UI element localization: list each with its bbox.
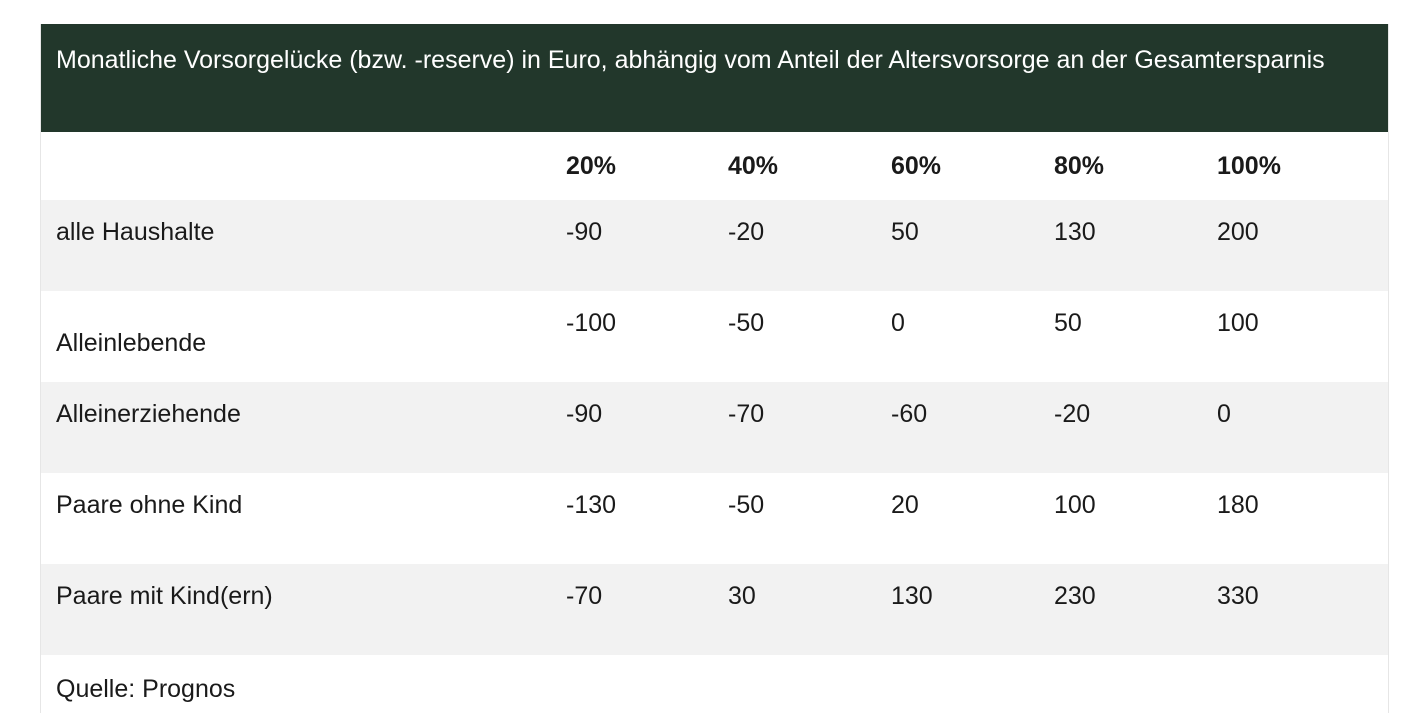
table-cell: -50: [728, 491, 765, 519]
table-row: alle Haushalte -90 -20 50 130 200: [41, 200, 1388, 291]
row-label: Paare mit Kind(ern): [56, 582, 273, 610]
table-cell: 230: [1054, 582, 1096, 610]
header-cell-40: 40%: [728, 152, 779, 180]
header-cell-20: 20%: [566, 152, 617, 180]
table-cell: -70: [566, 582, 603, 610]
table-row: Paare ohne Kind -130 -50 20 100 180: [41, 473, 1388, 564]
header-cell-100: 100%: [1217, 152, 1281, 180]
table-header-row: 20% 40% 60% 80% 100%: [41, 132, 1388, 200]
header-cell-60: 60%: [891, 152, 942, 180]
row-label: alle Haushalte: [56, 218, 215, 246]
table-cell: 0: [1217, 400, 1231, 428]
table-caption: Monatliche Vorsorgelücke (bzw. -reserve)…: [41, 24, 1388, 132]
table-cell: -90: [566, 400, 603, 428]
table-cell: -20: [728, 218, 765, 246]
table-cell: 50: [1054, 309, 1082, 337]
data-table: Monatliche Vorsorgelücke (bzw. -reserve)…: [40, 24, 1389, 713]
table-cell: -20: [1054, 400, 1091, 428]
table-cell: 130: [1054, 218, 1096, 246]
table-cell: 180: [1217, 491, 1259, 519]
table-cell: -130: [566, 491, 617, 519]
table-cell: 30: [728, 582, 756, 610]
table-cell: 50: [891, 218, 919, 246]
table-cell: -60: [891, 400, 928, 428]
table-cell: 0: [891, 309, 905, 337]
table-cell: 100: [1054, 491, 1096, 519]
table-source: Quelle: Prognos: [41, 655, 1388, 713]
row-label: Alleinerziehende: [56, 400, 241, 428]
table-cell: -90: [566, 218, 603, 246]
table-cell: -50: [728, 309, 765, 337]
table-cell: 100: [1217, 309, 1259, 337]
table-row: Paare mit Kind(ern) -70 30 130 230 330: [41, 564, 1388, 655]
header-cell-80: 80%: [1054, 152, 1105, 180]
table-row: Alleinlebende -100 -50 0 50 100: [41, 291, 1388, 382]
table-cell: 330: [1217, 582, 1259, 610]
table-cell: -100: [566, 309, 617, 337]
table-cell: 130: [891, 582, 933, 610]
table-row: Alleinerziehende -90 -70 -60 -20 0: [41, 382, 1388, 473]
table-cell: 20: [891, 491, 919, 519]
source-note: Quelle: Prognos: [56, 675, 236, 703]
table-cell: 200: [1217, 218, 1259, 246]
row-label: Alleinlebende: [56, 329, 207, 357]
row-label: Paare ohne Kind: [56, 491, 243, 519]
table-cell: -70: [728, 400, 765, 428]
